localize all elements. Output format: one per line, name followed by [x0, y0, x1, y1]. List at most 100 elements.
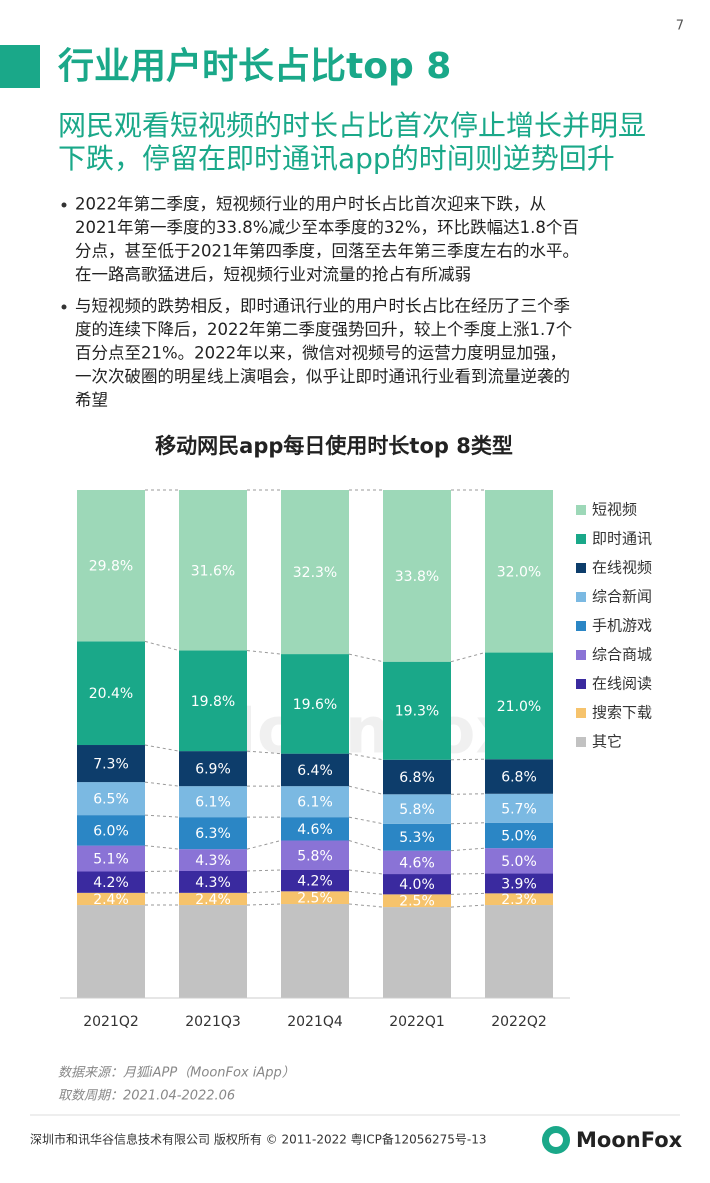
bar-segment — [383, 490, 451, 662]
x-tick-label: 2022Q2 — [491, 1014, 547, 1030]
connector — [348, 840, 384, 852]
subtitle: 网民观看短视频的时长占比首次停止增长并明显 — [58, 109, 646, 142]
data-label: 5.0% — [501, 854, 537, 870]
legend-swatch — [576, 621, 586, 631]
bar-segment — [179, 786, 247, 818]
bullet-text: 2021年第一季度的33.8%减少至本季度的32%，环比跌幅达1.8个百 — [75, 218, 579, 237]
connector — [348, 890, 384, 895]
connector — [348, 816, 384, 825]
connector — [348, 653, 384, 663]
bullet-text: 分点，甚至低于2021年第四季度，回落至去年第三季度左右的水平。 — [75, 242, 579, 261]
data-label: 6.1% — [195, 795, 231, 811]
data-label: 19.8% — [191, 694, 235, 710]
bullet-text: 2022年第二季度，短视频行业的用户时长占比首次迎来下跌，从 — [75, 195, 546, 214]
bar-segment — [485, 905, 553, 998]
bar-segment — [77, 490, 145, 642]
bar-segment — [383, 794, 451, 824]
connector — [246, 890, 282, 894]
subtitle: 下跌，停留在即时通讯app的时间则逆势回升 — [58, 142, 615, 175]
bar-segment — [485, 759, 553, 794]
data-label: 4.0% — [399, 877, 435, 893]
bar-segment — [281, 490, 349, 655]
data-label: 20.4% — [89, 686, 133, 702]
bullets: 2022年第二季度，短视频行业的用户时长占比首次迎来下跌，从 2021年第一季度的… — [61, 195, 579, 410]
bar-segment — [281, 869, 349, 892]
data-label: 3.9% — [501, 876, 537, 892]
data-label: 29.8% — [89, 559, 133, 575]
connector — [144, 781, 180, 787]
legend-swatch — [576, 505, 586, 515]
data-label: 6.8% — [501, 770, 537, 786]
chart-title: 移动网民app每日使用时长top 8类型 — [155, 434, 513, 458]
bar-segment — [281, 904, 349, 998]
connector — [450, 873, 486, 875]
bar-segment — [383, 661, 451, 760]
connector — [246, 650, 282, 655]
bar-segment — [485, 848, 553, 874]
data-label: 4.2% — [93, 875, 129, 891]
bullet-text: 与短视频的跌势相反，即时通讯行业的用户时长占比在经历了三个季 — [75, 297, 570, 316]
bar-segment — [485, 490, 553, 653]
copyright: 深圳市和讯华谷信息技术有限公司 版权所有 © 2011-2022 粤ICP备12… — [30, 1132, 487, 1147]
connector — [450, 892, 486, 895]
data-label: 19.6% — [293, 697, 337, 713]
x-tick-label: 2021Q3 — [185, 1014, 241, 1030]
data-label: 2.4% — [93, 892, 129, 908]
logo: MoonFox — [576, 1128, 683, 1152]
connector — [144, 640, 180, 652]
bar-segment — [383, 874, 451, 895]
bar-segment — [77, 892, 145, 906]
data-label: 2.5% — [297, 891, 333, 907]
source: 数据来源：月狐iAPP（MoonFox iApp） — [58, 1065, 295, 1081]
connector — [246, 869, 282, 872]
bar-segment — [77, 815, 145, 846]
bar-segment — [179, 751, 247, 787]
x-tick-label: 2021Q4 — [287, 1014, 343, 1030]
bar-segment — [383, 823, 451, 851]
data-label: 4.6% — [399, 855, 435, 871]
bar-segment — [179, 871, 247, 893]
data-label: 5.7% — [501, 801, 537, 817]
connector — [144, 845, 180, 850]
legend-swatch — [576, 650, 586, 660]
bar-segment — [179, 650, 247, 752]
bullet-text: 希望 — [75, 391, 108, 410]
connector — [246, 903, 282, 906]
data-label: 5.3% — [399, 830, 435, 846]
source: 取数周期：2021.04-2022.06 — [58, 1089, 235, 1104]
bar-segment — [179, 905, 247, 998]
bar-segment — [77, 782, 145, 816]
connector — [144, 870, 180, 873]
bar-segment — [77, 641, 145, 746]
data-label: 4.6% — [297, 822, 333, 838]
data-label: 21.0% — [497, 699, 541, 715]
data-label: 6.4% — [297, 763, 333, 779]
bar-segment — [281, 786, 349, 818]
data-label: 2.3% — [501, 892, 537, 908]
legend-label: 综合商城 — [592, 646, 652, 664]
bar-segment — [77, 871, 145, 893]
bullet-dot — [61, 304, 67, 310]
data-label: 6.1% — [297, 795, 333, 811]
legend-label: 在线阅读 — [592, 675, 652, 693]
legend-swatch — [576, 563, 586, 573]
watermark: MoonFox — [193, 695, 517, 769]
legend-label: 即时通讯 — [592, 530, 652, 548]
data-label: 6.3% — [195, 826, 231, 842]
bullet-text: 一次次破圈的明星线上演唱会，似乎让即时通讯行业看到流量逆袭的 — [75, 367, 570, 386]
connector — [246, 840, 282, 850]
bar-segment — [77, 905, 145, 998]
data-label: 4.2% — [297, 874, 333, 890]
legend-swatch — [576, 534, 586, 544]
bar-segment — [383, 907, 451, 998]
bullet-dot — [61, 202, 67, 208]
data-label: 5.0% — [501, 828, 537, 844]
data-label: 5.1% — [93, 852, 129, 868]
bullet-text: 度的连续下降后，2022年第二季度强势回升，较上个季度上涨1.7个 — [75, 320, 572, 339]
data-label: 5.8% — [297, 848, 333, 864]
connector — [450, 904, 486, 908]
bar-segment — [281, 840, 349, 870]
data-label: 2.5% — [399, 894, 435, 910]
page-number: 7 — [676, 19, 684, 34]
